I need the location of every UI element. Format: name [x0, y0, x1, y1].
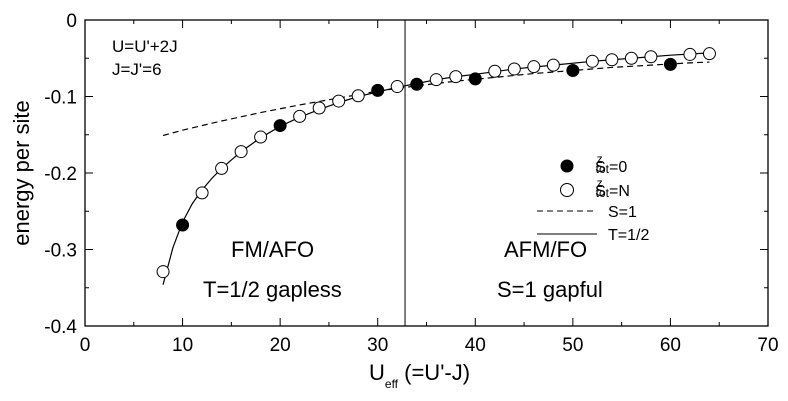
data-point-stotN — [507, 62, 521, 76]
x-tick-label: 40 — [465, 335, 486, 356]
data-point-stotN — [254, 130, 268, 144]
x-tick-label: 30 — [367, 335, 388, 356]
data-point-stot0 — [663, 57, 677, 71]
data-point-stotN — [332, 94, 346, 108]
y-tick-label: -0.4 — [44, 317, 77, 338]
data-point-stotN — [215, 161, 229, 175]
legend-label-s1: S=1 — [608, 204, 637, 221]
y-tick-label: 0 — [66, 11, 77, 32]
axis-ticks — [84, 19, 769, 327]
data-point-stotN — [234, 145, 248, 159]
data-point-stotN — [683, 47, 697, 61]
data-point-stotN — [195, 186, 209, 200]
y-tick-label: -0.2 — [44, 164, 77, 185]
data-point-stotN — [702, 47, 716, 61]
y-tick-label: -0.1 — [44, 88, 77, 109]
y-tick-label: -0.3 — [44, 241, 77, 262]
legend-marker-open — [560, 183, 574, 197]
x-tick-label: 20 — [270, 335, 291, 356]
y-axis-label: energy per site — [9, 100, 34, 246]
params-line1: U=U'+2J — [112, 37, 178, 56]
data-point-stotN — [527, 60, 541, 74]
left-state-label: T=1/2 gapless — [203, 277, 342, 302]
x-tick-label: 10 — [172, 335, 193, 356]
data-point-stot0 — [273, 119, 287, 133]
data-point-stotN — [390, 80, 404, 94]
data-point-stotN — [312, 101, 326, 115]
x-tick-label: 50 — [562, 335, 583, 356]
series-layer — [156, 47, 716, 285]
right-state-label: S=1 gapful — [497, 277, 603, 302]
data-point-stotN — [156, 265, 170, 279]
data-point-stotN — [605, 53, 619, 67]
data-point-stotN — [546, 58, 560, 72]
data-point-stotN — [449, 70, 463, 84]
x-tick-label: 70 — [757, 335, 778, 356]
right-phase-label: AFM/FO — [504, 237, 587, 262]
params-line2: J=J'=6 — [112, 60, 162, 79]
x-tick-label: 60 — [660, 335, 681, 356]
data-point-stotN — [624, 51, 638, 65]
data-point-stotN — [293, 109, 307, 123]
left-phase-label: FM/AFO — [231, 237, 314, 262]
legend-marker-filled — [560, 159, 574, 173]
axis-tick-labels: 0 10 20 30 40 50 60 70 0 -0.1 -0.2 -0.3 -0.4 — [44, 11, 778, 356]
data-point-stot0 — [371, 83, 385, 97]
legend-label-thalf: T=1/2 — [608, 227, 649, 244]
data-point-stotN — [644, 50, 658, 64]
legend: Sz tot=0 Sz tot=N S=1 T=1/2 — [537, 152, 649, 244]
series-line-s1 — [162, 61, 710, 137]
data-point-stotN — [585, 54, 599, 68]
data-point-stotN — [429, 73, 443, 87]
data-point-stotN — [488, 64, 502, 78]
data-point-stotN — [351, 89, 365, 103]
x-axis-label: Ueff (=U'-J) — [369, 360, 470, 391]
data-point-stot0 — [176, 218, 190, 232]
data-point-stot0 — [468, 72, 482, 86]
data-point-stot0 — [566, 63, 580, 77]
legend-label-stotN: Sz tot=N — [595, 176, 630, 200]
legend-label-stot0: Sz tot=0 — [595, 152, 627, 176]
x-tick-label: 0 — [80, 335, 91, 356]
data-point-stot0 — [410, 77, 424, 91]
